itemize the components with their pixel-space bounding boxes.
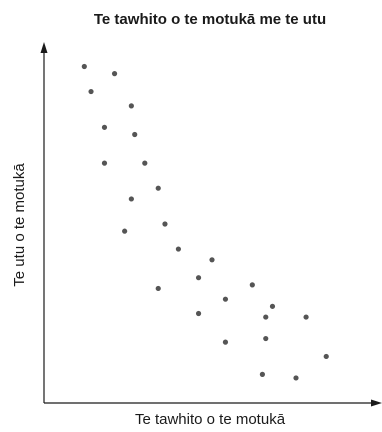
point xyxy=(128,103,134,109)
point xyxy=(101,160,108,166)
point xyxy=(222,339,229,345)
point xyxy=(81,63,87,70)
point xyxy=(142,160,148,166)
point xyxy=(195,310,202,317)
point xyxy=(195,275,202,281)
y-axis-label: Te utu o te motukā xyxy=(11,163,28,287)
point xyxy=(209,257,215,263)
point xyxy=(132,131,138,138)
point xyxy=(155,185,161,191)
point xyxy=(263,335,269,342)
y-axis-arrow xyxy=(40,42,48,53)
point xyxy=(111,71,118,77)
point xyxy=(259,371,265,377)
point xyxy=(88,88,94,95)
point xyxy=(293,375,299,381)
x-axis-arrow xyxy=(371,399,382,407)
point xyxy=(128,196,134,202)
point xyxy=(155,285,161,292)
chart-title: Te tawhito o te motukā me te utu xyxy=(94,11,326,28)
x-axis-label: Te tawhito o te motukā xyxy=(135,411,286,428)
point xyxy=(263,314,269,320)
point xyxy=(323,353,329,360)
point xyxy=(303,314,309,320)
point xyxy=(162,221,168,227)
point xyxy=(249,282,255,288)
point xyxy=(222,296,229,302)
point xyxy=(101,124,108,130)
point xyxy=(175,246,181,252)
point xyxy=(269,303,276,309)
point xyxy=(122,228,128,234)
